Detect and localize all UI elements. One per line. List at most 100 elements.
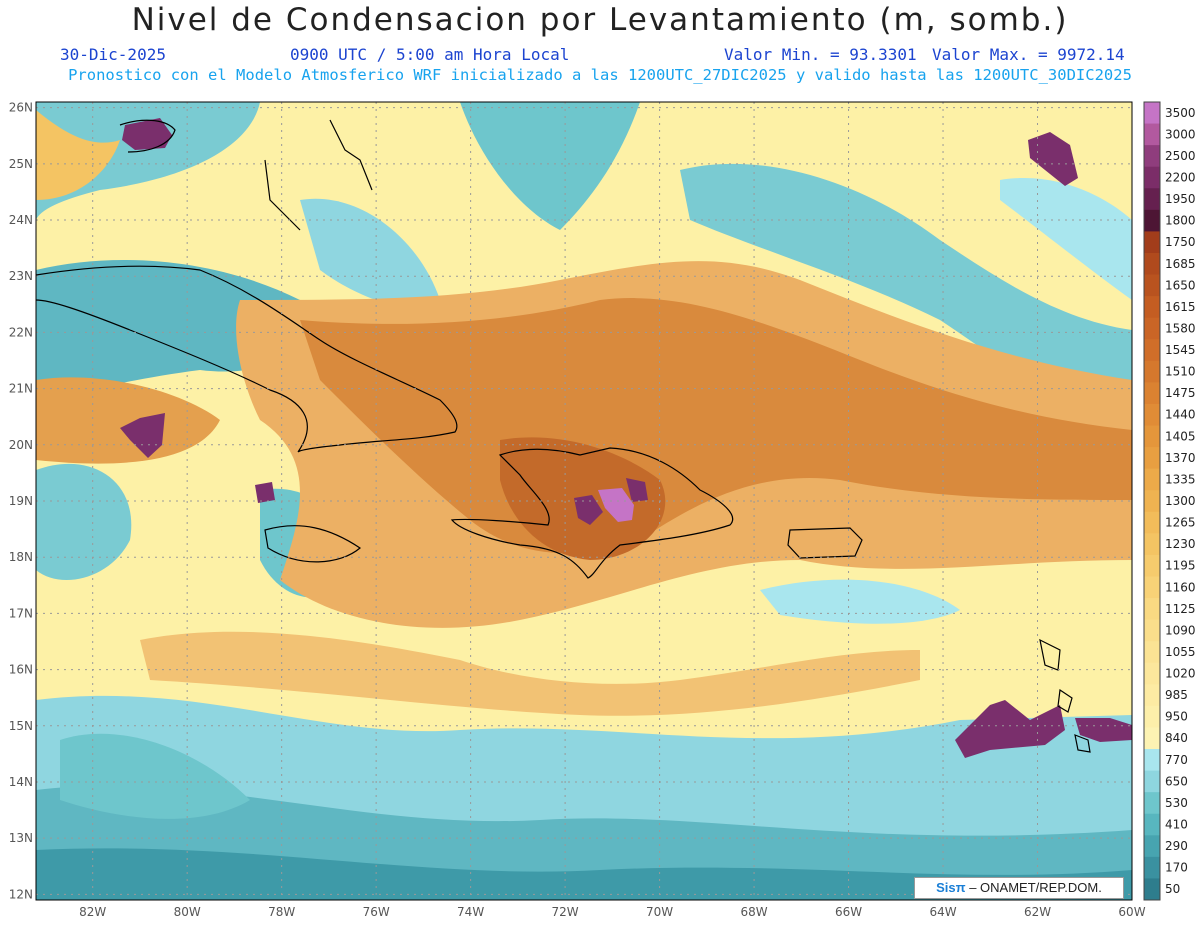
lat-tick-label: 13N [9,831,33,845]
colorbar-label: 1265 [1165,516,1196,530]
hispaniola-coast [450,447,734,579]
forecast-time: 0900 UTC / 5:00 am Hora Local [290,45,570,64]
colorbar-swatch [1144,166,1160,189]
lat-tick-label: 16N [9,663,33,677]
coastlines [36,119,1091,753]
colorbar-label: 1440 [1165,408,1196,422]
colorbar-swatch [1144,145,1160,168]
value-max: Valor Max. = 9972.14 [932,45,1125,64]
teal-patch-central [300,198,440,309]
colorbar-label: 1475 [1165,386,1196,400]
grid-lines [36,102,1132,900]
purple-patch-hispaniola-dark [574,495,603,525]
orange-patch-nw [36,110,120,200]
lon-tick-label: 76W [363,905,390,919]
colorbar-swatch [1144,662,1160,685]
colorbar-swatch [1144,749,1160,772]
teal-patch-sw [60,733,250,819]
lon-tick-label: 74W [457,905,484,919]
lat-tick-label: 21N [9,382,33,396]
colorbar-label: 1750 [1165,235,1196,249]
colorbar-label: 1195 [1165,559,1196,573]
colorbar-swatch [1144,727,1160,750]
colorbar-label: 1160 [1165,580,1196,594]
lat-tick-label: 19N [9,494,33,508]
teal-region-nw [36,102,260,220]
cuba-coast [36,265,458,453]
colorbar-label: 410 [1165,818,1188,832]
forecast-date: 30-Dic-2025 [60,45,166,64]
lat-tick-label: 15N [9,719,33,733]
teal-band-south-deepest [36,848,1132,900]
colorbar-swatch [1144,425,1160,448]
colorbar-swatch [1144,598,1160,621]
colorbar-label: 50 [1165,882,1180,896]
purple-patch-hispaniola-light [598,488,634,522]
colorbar-frame [1143,101,1161,901]
colorbar-swatch [1144,339,1160,362]
purple-patch-florida [122,118,172,150]
colorbar-swatch [1144,490,1160,513]
sispi-logo: Sisπ [936,880,966,895]
purple-patch-east [1075,718,1132,742]
lat-tick-label: 14N [9,775,33,789]
colorbar-swatch [1144,231,1160,254]
colorbar-swatch [1144,554,1160,577]
colorbar-swatch [1144,856,1160,879]
colorbar-swatch [1144,317,1160,340]
colorbar-label: 1545 [1165,343,1196,357]
model-description: Pronostico con el Modelo Atmosferico WRF… [68,66,1132,84]
colorbar-swatch [1144,770,1160,793]
teal-region-bahamas [460,102,640,230]
lon-tick-label: 82W [79,905,106,919]
colorbar-label: 1800 [1165,214,1196,228]
colorbar-swatch [1144,209,1160,232]
colorbar-label: 1580 [1165,321,1196,335]
colorbar-swatch [1144,835,1160,858]
colorbar-swatch [1144,447,1160,470]
longitude-labels: 82W 80W 78W 76W 74W 72W 70W 68W 66W 64W 62W 60W [79,905,1146,919]
colorbar-swatch [1144,533,1160,556]
orange-patch-west [36,377,220,464]
colorbar-label: 170 [1165,861,1188,875]
colorbar-label: 290 [1165,839,1188,853]
teal-patch-west [36,463,132,580]
jamaica-coast [264,525,361,563]
lon-tick-label: 64W [929,905,956,919]
colorbar-swatch [1144,382,1160,405]
lat-tick-label: 24N [9,213,33,227]
cyan-patch-ne [1000,178,1132,300]
lat-tick-label: 18N [9,550,33,564]
lon-tick-label: 72W [552,905,579,919]
purple-patch-west [120,413,165,458]
colorbar-swatch [1144,641,1160,664]
colorbar-swatch [1144,511,1160,534]
lon-tick-label: 62W [1024,905,1051,919]
colorbar-swatch [1144,684,1160,707]
lon-tick-label: 60W [1118,905,1145,919]
colorbar-label: 950 [1165,710,1188,724]
colorbar-label: 770 [1165,753,1188,767]
lat-tick-label: 26N [9,101,33,115]
colorbar-label: 3500 [1165,106,1196,120]
lon-tick-label: 78W [268,905,295,919]
martinique-coast [1074,734,1091,753]
latitude-labels: 12N 13N 14N 15N 16N 17N 18N 19N 20N 21N 22N 23N 24N 2… [9,101,33,902]
dominica-coast [1057,688,1073,713]
lat-tick-label: 20N [9,438,33,452]
colorbar-label: 1510 [1165,365,1196,379]
plot-frame [35,101,1133,901]
colorbar-swatch [1144,252,1160,276]
colorbar-swatch [1144,360,1160,383]
credit-box: Sisπ – ONAMET/REP.DOM. [914,877,1124,899]
colorbar-label: 1950 [1165,192,1196,206]
bahamas-chain [264,159,301,231]
lat-tick-label: 23N [9,269,33,283]
lat-tick-label: 22N [9,325,33,339]
colorbar-label: 650 [1165,774,1188,788]
florida-coast [119,119,176,153]
colorbar-swatch [1144,123,1160,146]
colorbar-label: 1055 [1165,645,1196,659]
colorbar-label: 1090 [1165,623,1196,637]
colorbar-swatch [1144,403,1160,427]
